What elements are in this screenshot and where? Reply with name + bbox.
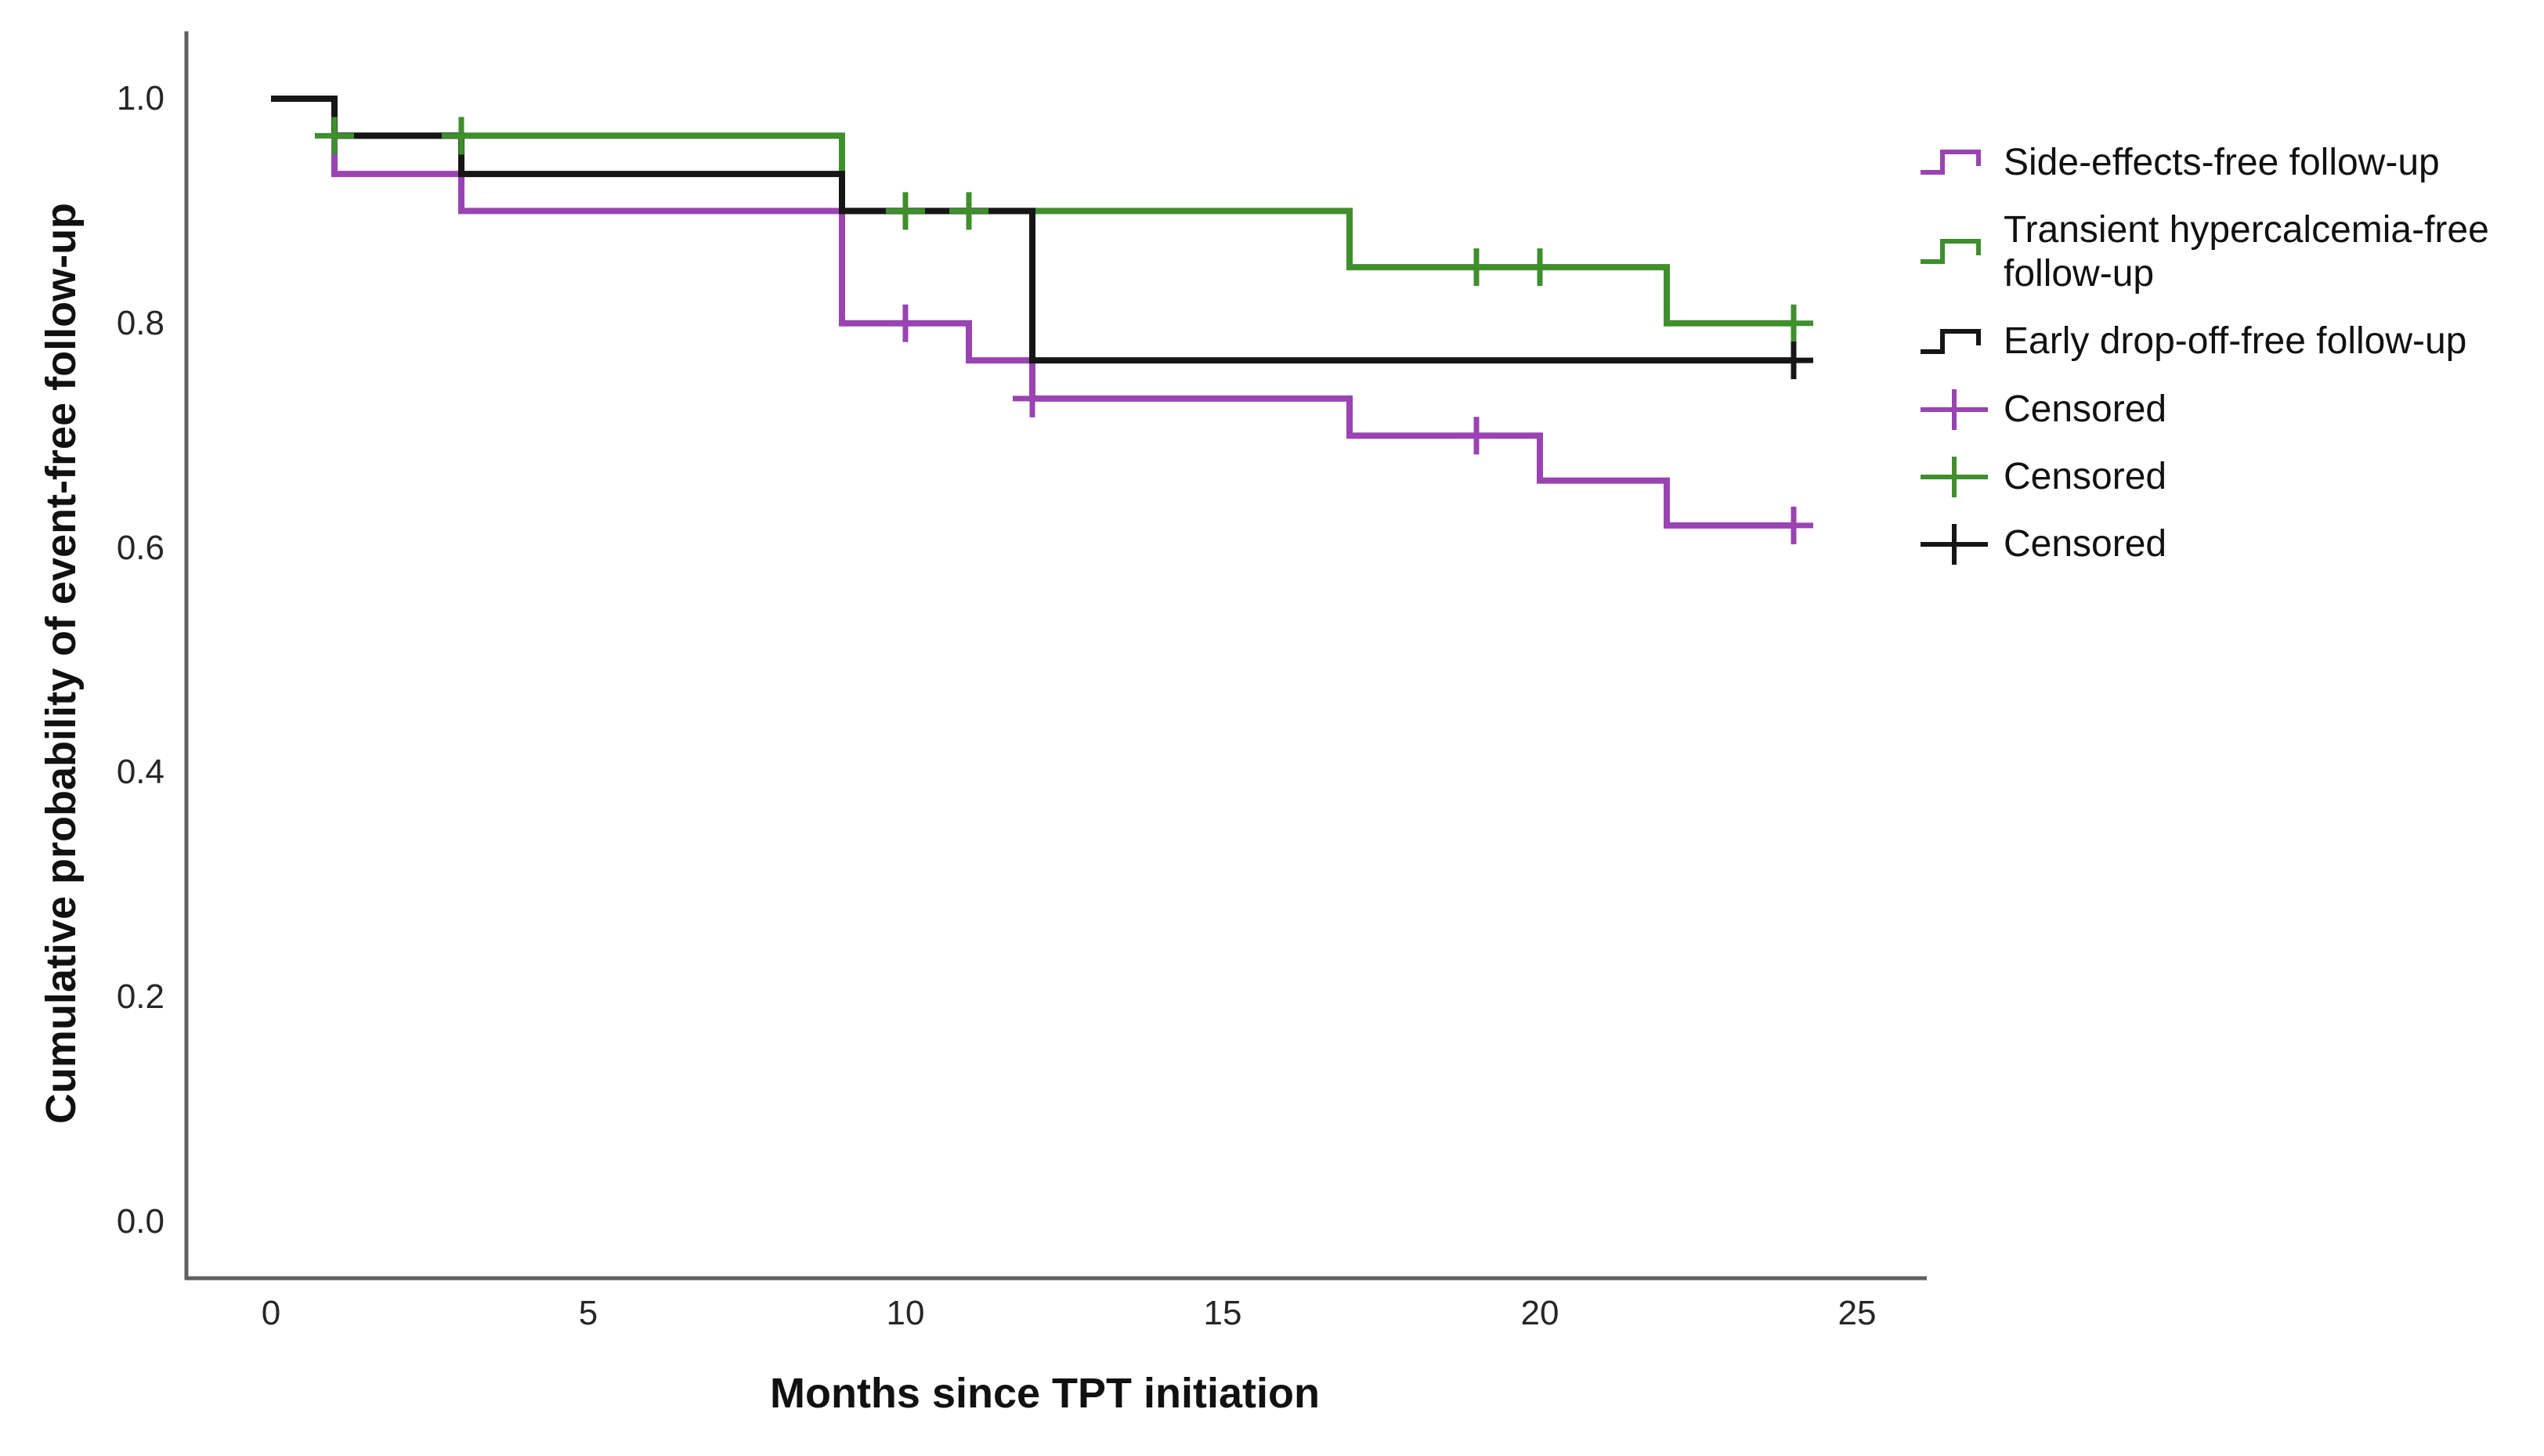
legend-label: Censored	[2004, 455, 2167, 497]
y-axis-title: Cumulative probability of event-free fol…	[38, 202, 85, 1125]
censor-tick-side-effects-free	[886, 304, 925, 342]
legend-censor-icon	[1921, 456, 1988, 497]
legend-label: Early drop-off-free follow-up	[2004, 320, 2467, 363]
censor-marks	[315, 117, 1813, 544]
censor-tick-transient-hypercalcemia-free	[949, 192, 988, 230]
x-tick-label: 5	[578, 1294, 598, 1332]
legend-item: Transient hypercalcemia-free follow-up	[1919, 208, 2489, 296]
y-tick-label: 0.6	[116, 528, 164, 567]
censor-tick-transient-hypercalcemia-free	[1457, 248, 1496, 287]
legend-label: Side-effects-free follow-up	[2004, 142, 2440, 183]
y-tick-label: 1.0	[116, 79, 164, 117]
legend-censor-icon	[1921, 524, 1988, 565]
y-tick-label: 0.8	[116, 303, 164, 342]
legend-censor-icon	[1921, 388, 1988, 430]
legend-step-icon	[1921, 239, 1981, 265]
y-tick-label: 0.2	[116, 977, 164, 1017]
censor-tick-side-effects-free	[1774, 506, 1813, 544]
censor-tick-early-drop-off-free	[1774, 341, 1813, 380]
legend: Side-effects-free follow-up Transient hyp…	[1919, 141, 2489, 566]
censor-tick-transient-hypercalcemia-free	[315, 117, 354, 155]
legend-item: Early drop-off-free follow-up	[1919, 320, 2489, 363]
censor-tick-side-effects-free	[1013, 379, 1052, 417]
x-tick-label: 0	[261, 1294, 281, 1332]
censor-tick-transient-hypercalcemia-free	[1520, 248, 1559, 287]
censor-tick-transient-hypercalcemia-free	[1774, 304, 1813, 342]
censor-tick-transient-hypercalcemia-free	[442, 117, 481, 155]
censor-tick-side-effects-free	[1457, 417, 1496, 455]
legend-item: Censored	[1919, 388, 2489, 432]
x-tick-label: 25	[1838, 1294, 1877, 1332]
legend-label: Censored	[2004, 388, 2167, 430]
curve-side-effects-free	[271, 96, 1794, 529]
legend-label: Transient hypercalcemia-free follow-up	[2004, 209, 2489, 295]
y-tick-label: 0.0	[116, 1202, 164, 1241]
x-tick-label: 15	[1203, 1294, 1242, 1332]
legend-label: Censored	[2004, 522, 2167, 565]
legend-item: Censored	[1919, 455, 2489, 499]
x-tick-label: 20	[1520, 1294, 1559, 1332]
legend-step-icon	[1921, 328, 1981, 354]
legend-item: Censored	[1919, 522, 2489, 566]
x-axis-title: Months since TPT initiation	[770, 1370, 1320, 1417]
legend-item: Side-effects-free follow-up	[1919, 141, 2489, 185]
censor-tick-transient-hypercalcemia-free	[886, 192, 925, 230]
survival-curves	[271, 96, 1794, 529]
x-tick-label: 10	[886, 1294, 925, 1332]
legend-step-icon	[1921, 150, 1981, 175]
y-tick-label: 0.4	[116, 753, 164, 792]
